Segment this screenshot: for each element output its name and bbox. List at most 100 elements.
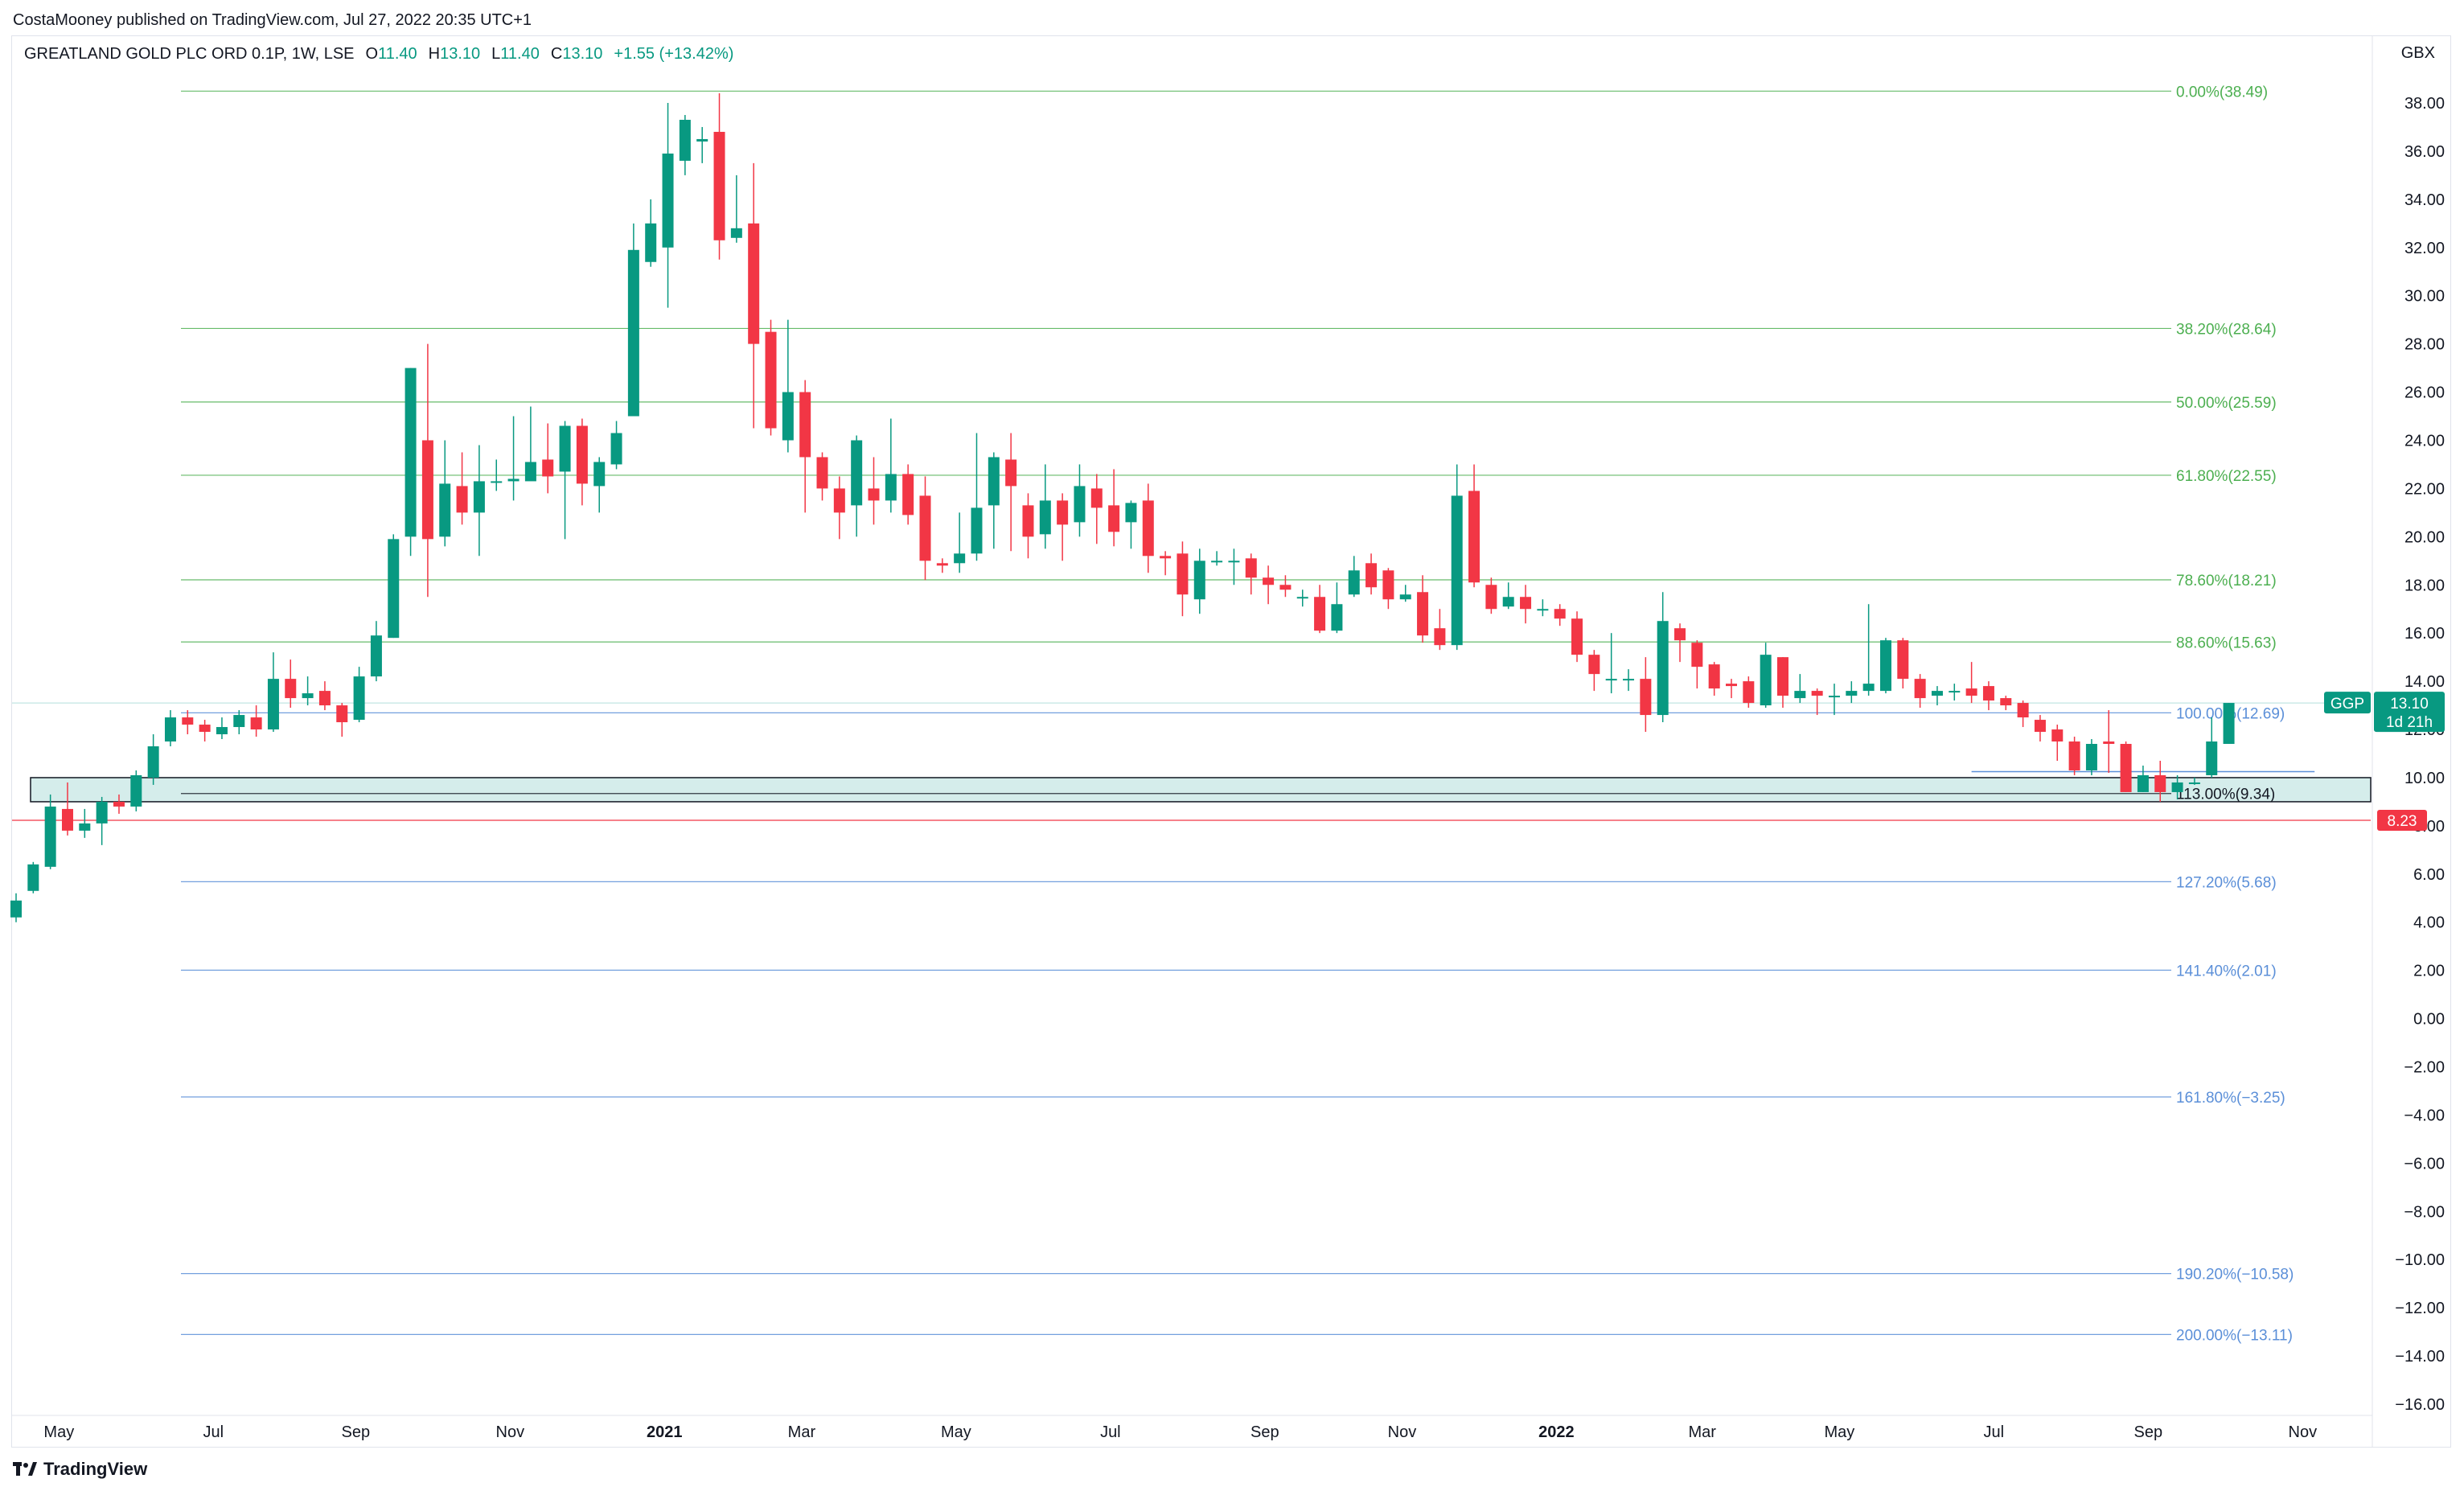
- candle-body: [164, 717, 176, 742]
- y-tick-label: 2.00: [2413, 963, 2445, 980]
- ticker-tag: [2324, 692, 2371, 714]
- candle-body: [1039, 500, 1051, 535]
- y-tick-label: 26.00: [2404, 384, 2445, 402]
- candle-body: [1949, 691, 1961, 693]
- y-tick-label: 0.00: [2413, 1011, 2445, 1029]
- candle-body: [1434, 628, 1446, 646]
- candle-body: [1022, 505, 1034, 537]
- close-value: 13.10: [562, 45, 603, 63]
- candle-body: [2085, 744, 2097, 770]
- x-tick-label: Mar: [1689, 1423, 1717, 1441]
- candle-body: [936, 563, 948, 566]
- y-tick-label: −10.00: [2395, 1251, 2445, 1269]
- candle-body: [1674, 628, 1686, 641]
- candle-body: [44, 806, 56, 867]
- change-value: +1.55 (+13.42%): [614, 45, 734, 63]
- candle-body: [1296, 597, 1308, 599]
- candle-body: [1228, 561, 1240, 563]
- candle-body: [765, 331, 777, 429]
- y-tick-label: 24.00: [2404, 432, 2445, 450]
- candle-body: [27, 864, 39, 891]
- ticker-tag-text: GGP: [2331, 696, 2364, 713]
- y-tick-label: 32.00: [2404, 240, 2445, 257]
- x-tick-label: Nov: [1388, 1423, 1417, 1441]
- symbol-name: GREATLAND GOLD PLC ORD 0.1P, 1W, LSE: [24, 45, 355, 63]
- x-tick-label: May: [43, 1423, 74, 1441]
- y-tick-label: 22.00: [2404, 480, 2445, 498]
- candle-body: [336, 705, 348, 723]
- publisher-line: CostaMooney published on TradingView.com…: [13, 11, 532, 29]
- candle-body: [421, 440, 433, 540]
- candle-body: [2188, 782, 2200, 784]
- y-tick-label: 4.00: [2413, 914, 2445, 932]
- candle-body: [696, 138, 708, 142]
- fib-level-label: 113.00%(9.34): [2176, 787, 2275, 803]
- candle-body: [1828, 696, 1840, 698]
- support-price-tag: [2377, 809, 2427, 831]
- candle-body: [1399, 594, 1411, 600]
- candle-body: [627, 249, 639, 417]
- low-value: 11.40: [500, 45, 540, 63]
- candle-body: [1005, 459, 1017, 487]
- candle-body: [1382, 570, 1394, 600]
- candle-body: [491, 481, 503, 483]
- candle-body: [971, 507, 983, 554]
- candle-body: [1279, 585, 1292, 590]
- candle-body: [1982, 686, 1994, 701]
- fib-level-label: 190.20%(−10.58): [2176, 1267, 2294, 1284]
- y-tick-label: −6.00: [2404, 1155, 2445, 1173]
- candle-body: [1691, 643, 1703, 667]
- candle-body: [1314, 597, 1326, 631]
- candle-body: [1811, 691, 1823, 696]
- y-tick-label: 16.00: [2404, 625, 2445, 643]
- candle-body: [2103, 741, 2115, 745]
- candle-body: [1502, 597, 1514, 607]
- high-value: 13.10: [440, 45, 481, 63]
- x-tick-label: Sep: [1250, 1423, 1279, 1441]
- high-label: H: [428, 45, 441, 63]
- x-tick-label: 2022: [1538, 1423, 1575, 1441]
- candle-body: [1263, 577, 1275, 585]
- fib-level-label: 127.20%(5.68): [2176, 874, 2277, 891]
- open-value: 11.40: [378, 45, 417, 63]
- currency-label: GBX: [2401, 44, 2435, 62]
- last-price-tag: [2374, 692, 2445, 733]
- candle-body: [1862, 684, 1875, 692]
- y-tick-label: −8.00: [2404, 1203, 2445, 1221]
- candle-body: [1365, 563, 1378, 588]
- tradingview-logo[interactable]: TradingView: [13, 1459, 147, 1480]
- candle-body: [370, 635, 382, 677]
- candle-body: [885, 474, 897, 501]
- fib-level-label: 38.20%(28.64): [2176, 321, 2277, 338]
- candle-body: [730, 228, 742, 238]
- candle-body: [559, 425, 571, 472]
- y-tick-label: 28.00: [2404, 336, 2445, 354]
- y-tick-label: 38.00: [2404, 95, 2445, 113]
- candle-body: [2120, 744, 2132, 792]
- x-tick-label: Nov: [2289, 1423, 2318, 1441]
- candle-body: [216, 727, 228, 735]
- candle-body: [1074, 486, 1086, 523]
- candle-body: [96, 801, 108, 824]
- candle-body: [748, 223, 760, 344]
- candle-body: [199, 725, 211, 733]
- fib-level-label: 200.00%(−13.11): [2176, 1327, 2293, 1344]
- candle-body: [147, 746, 159, 778]
- candle-body: [1726, 684, 1737, 687]
- candle-body: [2000, 698, 2012, 706]
- candle-body: [1605, 679, 1617, 681]
- fib-level-label: 61.80%(22.55): [2176, 468, 2277, 485]
- candle-body: [1760, 655, 1772, 706]
- candle-body: [524, 462, 536, 482]
- candle-body: [902, 474, 914, 515]
- x-tick-label: May: [1824, 1423, 1854, 1441]
- candle-body: [1211, 561, 1223, 563]
- candle-body: [1846, 691, 1858, 696]
- candle-body: [267, 679, 279, 730]
- candle-body: [1657, 621, 1669, 716]
- candle-body: [1057, 500, 1069, 525]
- candle-body: [1623, 679, 1635, 681]
- candle-body: [1451, 495, 1463, 646]
- candle-body: [1914, 679, 1926, 699]
